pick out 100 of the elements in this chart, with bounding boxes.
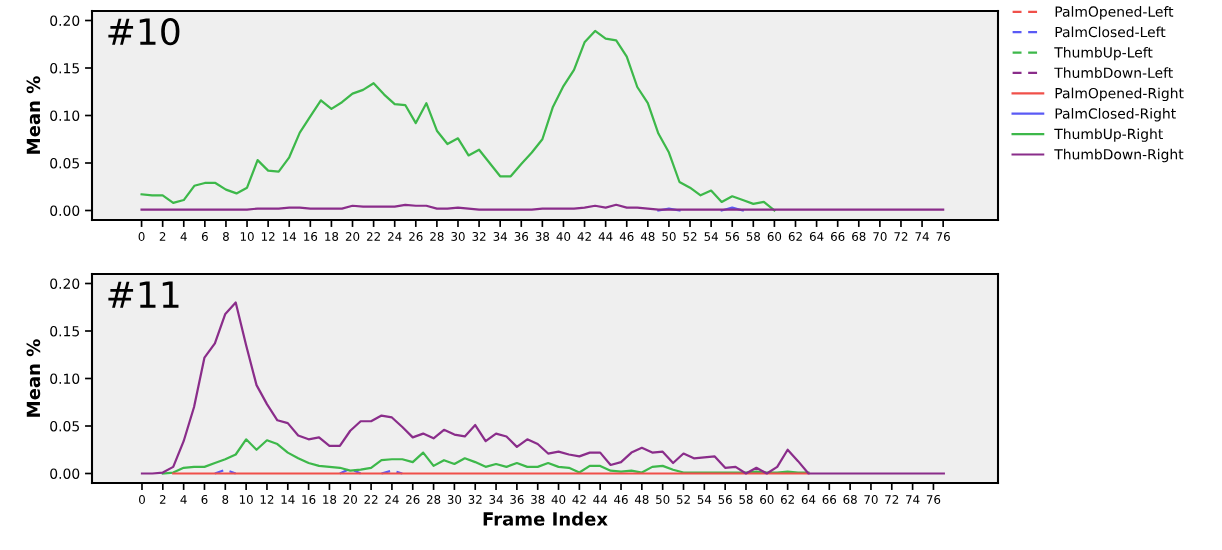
y-tick-label: 0.05 bbox=[50, 420, 79, 432]
x-tick-label: 14 bbox=[281, 495, 295, 504]
x-tick-label: 66 bbox=[831, 232, 845, 241]
x-tick-label: 6 bbox=[201, 495, 208, 504]
x-tick-label: 16 bbox=[304, 232, 318, 241]
x-tick-label: 74 bbox=[906, 495, 920, 504]
x-tick-label: 10 bbox=[239, 495, 253, 504]
x-tick-label: 70 bbox=[864, 495, 878, 504]
legend-label: PalmClosed-Right bbox=[1055, 108, 1176, 122]
x-tick-label: 42 bbox=[577, 232, 591, 241]
x-tick-label: 10 bbox=[240, 232, 254, 241]
x-tick-label: 18 bbox=[323, 495, 337, 504]
x-tick-label: 70 bbox=[873, 232, 887, 241]
x-tick-label: 40 bbox=[556, 232, 571, 241]
y-axis-title: Mean % bbox=[26, 339, 41, 417]
x-tick-label: 66 bbox=[822, 495, 837, 504]
x-tick-label: 50 bbox=[662, 232, 676, 241]
x-tick-label: 12 bbox=[261, 232, 275, 241]
y-tick-label: 0.00 bbox=[50, 468, 80, 479]
x-tick-label: 34 bbox=[489, 495, 503, 504]
x-tick-label: 28 bbox=[430, 232, 444, 241]
x-tick-label: 24 bbox=[385, 495, 399, 504]
x-tick-label: 22 bbox=[366, 232, 380, 241]
legend-label: ThumbDown-Left bbox=[1054, 67, 1173, 79]
x-tick-label: 50 bbox=[656, 495, 670, 504]
x-tick-label: 58 bbox=[739, 495, 753, 504]
x-tick-label: 28 bbox=[426, 495, 441, 504]
y-tick-label: 0.20 bbox=[50, 278, 80, 289]
y-axis-title: Mean % bbox=[26, 76, 41, 154]
x-tick-label: 68 bbox=[843, 495, 857, 504]
x-tick-label: 8 bbox=[222, 232, 229, 241]
x-tick-label: 4 bbox=[180, 495, 187, 504]
x-tick-label: 74 bbox=[915, 232, 929, 241]
x-tick-label: 56 bbox=[718, 495, 732, 504]
legend-label: PalmOpened-Right bbox=[1055, 87, 1184, 102]
x-tick-label: 58 bbox=[746, 232, 761, 241]
x-tick-label: 6 bbox=[201, 232, 208, 241]
x-tick-label: 14 bbox=[283, 232, 297, 241]
x-axis-title: Frame Index bbox=[483, 511, 608, 526]
x-tick-label: 46 bbox=[614, 495, 628, 504]
x-tick-label: 0 bbox=[139, 495, 145, 504]
x-tick-label: 60 bbox=[760, 495, 774, 504]
legend-label: PalmClosed-Left bbox=[1055, 26, 1166, 38]
y-tick-label: 0.10 bbox=[50, 110, 80, 121]
y-tick-label: 0.05 bbox=[50, 157, 79, 169]
legend-label: PalmOpened-Left bbox=[1055, 6, 1174, 20]
x-tick-label: 52 bbox=[676, 495, 690, 504]
x-tick-label: 0 bbox=[138, 232, 145, 241]
x-tick-label: 36 bbox=[510, 495, 524, 504]
y-tick-label: 0.20 bbox=[50, 15, 80, 26]
x-tick-label: 48 bbox=[640, 232, 655, 241]
legend-label: ThumbUp-Left bbox=[1054, 46, 1153, 61]
x-tick-label: 12 bbox=[260, 495, 274, 504]
x-tick-label: 2 bbox=[159, 495, 166, 504]
x-tick-label: 34 bbox=[493, 232, 508, 241]
x-tick-label: 54 bbox=[704, 232, 718, 241]
x-tick-label: 76 bbox=[936, 232, 950, 241]
x-tick-label: 56 bbox=[725, 232, 739, 241]
x-tick-label: 38 bbox=[531, 495, 545, 504]
x-tick-label: 32 bbox=[472, 232, 486, 241]
x-tick-label: 46 bbox=[619, 232, 634, 241]
line-series bbox=[161, 438, 810, 475]
x-tick-label: 62 bbox=[780, 495, 794, 504]
x-tick-label: 42 bbox=[572, 495, 586, 504]
x-tick-label: 30 bbox=[447, 495, 462, 504]
legend-label: ThumbUp-Right bbox=[1054, 128, 1163, 142]
x-tick-label: 26 bbox=[409, 232, 423, 241]
x-tick-label: 62 bbox=[788, 232, 802, 241]
x-tick-label: 48 bbox=[634, 495, 649, 504]
x-tick-label: 60 bbox=[767, 232, 782, 241]
x-tick-label: 20 bbox=[343, 495, 357, 504]
legend-label: ThumbDown-Right bbox=[1054, 148, 1184, 163]
y-tick-label: 0.00 bbox=[50, 205, 80, 216]
x-tick-label: 76 bbox=[926, 495, 941, 504]
x-tick-label: 44 bbox=[598, 232, 613, 241]
x-tick-label: 54 bbox=[697, 495, 712, 504]
y-tick-label: 0.15 bbox=[50, 62, 79, 74]
x-tick-label: 52 bbox=[683, 232, 697, 241]
x-tick-label: 40 bbox=[551, 495, 566, 504]
x-tick-label: 36 bbox=[514, 232, 529, 241]
x-tick-label: 26 bbox=[406, 495, 420, 504]
x-tick-label: 16 bbox=[302, 495, 316, 504]
x-tick-label: 30 bbox=[451, 232, 465, 241]
annotation: #11 bbox=[108, 281, 179, 308]
x-tick-label: 20 bbox=[345, 232, 360, 241]
x-tick-label: 64 bbox=[801, 495, 816, 504]
x-tick-label: 72 bbox=[885, 495, 899, 504]
x-tick-label: 72 bbox=[894, 232, 908, 241]
x-tick-label: 24 bbox=[388, 232, 402, 241]
x-tick-label: 18 bbox=[325, 232, 339, 241]
x-tick-label: 64 bbox=[809, 232, 824, 241]
x-tick-label: 68 bbox=[852, 232, 866, 241]
x-tick-label: 22 bbox=[364, 495, 378, 504]
x-tick-label: 38 bbox=[535, 232, 550, 241]
x-tick-label: 4 bbox=[180, 232, 187, 241]
x-tick-label: 32 bbox=[468, 495, 482, 504]
y-tick-label: 0.10 bbox=[50, 373, 80, 384]
x-tick-label: 2 bbox=[159, 232, 166, 241]
x-tick-label: 8 bbox=[222, 495, 229, 504]
x-tick-label: 44 bbox=[593, 495, 608, 504]
